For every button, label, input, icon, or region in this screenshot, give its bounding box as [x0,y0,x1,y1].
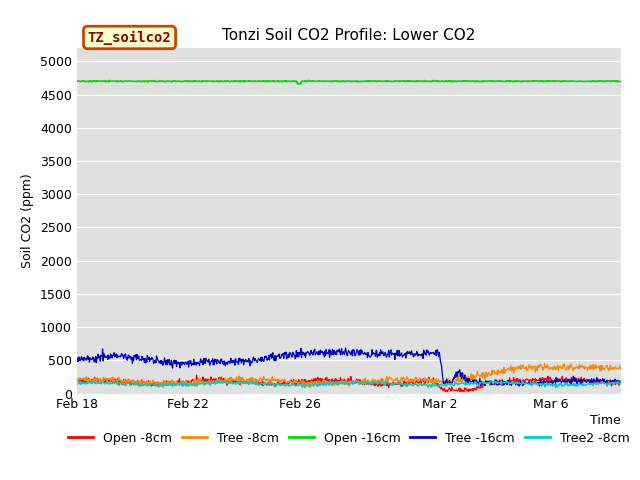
Text: TZ_soilco2: TZ_soilco2 [88,30,172,45]
Title: Tonzi Soil CO2 Profile: Lower CO2: Tonzi Soil CO2 Profile: Lower CO2 [222,28,476,43]
X-axis label: Time: Time [590,414,621,427]
Y-axis label: Soil CO2 (ppm): Soil CO2 (ppm) [21,173,35,268]
Legend: Open -8cm, Tree -8cm, Open -16cm, Tree -16cm, Tree2 -8cm: Open -8cm, Tree -8cm, Open -16cm, Tree -… [63,427,635,450]
